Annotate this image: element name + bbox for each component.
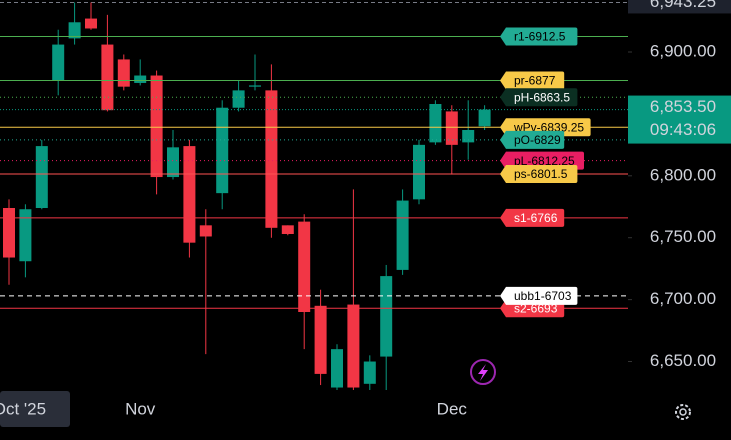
level-label: pr-6877 xyxy=(514,74,556,88)
candle-body xyxy=(363,361,376,384)
x-tick-label: Dec xyxy=(437,399,468,418)
candle-body xyxy=(150,75,163,178)
candle-body xyxy=(462,130,475,143)
candle-body xyxy=(117,59,130,87)
level-label-box xyxy=(500,130,565,149)
candle-body xyxy=(167,147,179,178)
plot-area xyxy=(0,1,628,390)
candle-body xyxy=(19,209,32,262)
candle-body xyxy=(445,111,458,145)
candle-body xyxy=(314,305,327,374)
candle-body xyxy=(3,208,15,258)
candle-body xyxy=(347,304,360,388)
candle-body xyxy=(134,75,147,83)
candle-body xyxy=(396,200,409,270)
level-label: s2-6693 xyxy=(514,301,558,315)
level-label-box xyxy=(500,164,578,183)
time-axis-bg xyxy=(0,390,628,440)
candle-body xyxy=(298,221,311,312)
x-tick-label: Nov xyxy=(125,399,156,418)
candle-body xyxy=(216,107,229,194)
candle-body xyxy=(85,18,97,29)
y-tick-label: 6,650.00 xyxy=(650,351,716,370)
candle-body xyxy=(52,44,65,81)
candle-body xyxy=(331,349,343,388)
level-label: ubb1-6703 xyxy=(514,289,572,303)
candle-body xyxy=(183,146,196,243)
y-tick-label: 6,750.00 xyxy=(650,227,716,246)
y-tick-label: 6,700.00 xyxy=(650,289,716,308)
settings-icon[interactable] xyxy=(675,404,691,420)
last-price-box xyxy=(628,95,731,144)
y-tick-label: 6,900.00 xyxy=(650,41,716,60)
level-label-box xyxy=(500,71,565,90)
top-price-label: 6,943.25 xyxy=(650,0,716,11)
candle-body xyxy=(478,109,491,127)
top-price-box xyxy=(628,0,731,14)
level-label-box xyxy=(500,27,578,46)
lightning-icon[interactable] xyxy=(470,359,496,385)
level-label: pH-6863.5 xyxy=(514,90,570,104)
last-price-label: 6,853.50 xyxy=(650,97,716,116)
level-label: pO-6829 xyxy=(514,133,561,147)
candle-body xyxy=(232,90,245,108)
level-label: wPv-6839.25 xyxy=(513,120,584,134)
candle-body xyxy=(281,225,294,234)
candle-body xyxy=(429,104,442,143)
candle-body xyxy=(35,146,48,208)
level-label: pL-6812.25 xyxy=(514,154,575,168)
level-label-box xyxy=(500,88,578,107)
candle-body xyxy=(413,144,425,200)
x-tick-label: Oct '25 xyxy=(0,399,46,418)
candle-body xyxy=(249,85,261,87)
level-label-box xyxy=(500,286,578,305)
level-label-box xyxy=(500,208,565,227)
level-label: ps-6801.5 xyxy=(514,167,568,181)
y-tick-label: 6,800.00 xyxy=(650,165,716,184)
candle-body xyxy=(199,225,212,237)
candle-body xyxy=(380,276,393,357)
level-label: s1-6766 xyxy=(514,211,558,225)
time-label-box xyxy=(0,391,70,427)
candle-body xyxy=(68,22,81,39)
candle-body xyxy=(265,90,278,228)
price-axis-bg xyxy=(628,0,731,440)
countdown: 09:43:06 xyxy=(650,120,716,139)
level-label: r1-6912.5 xyxy=(514,30,566,44)
candle-body xyxy=(101,44,114,111)
